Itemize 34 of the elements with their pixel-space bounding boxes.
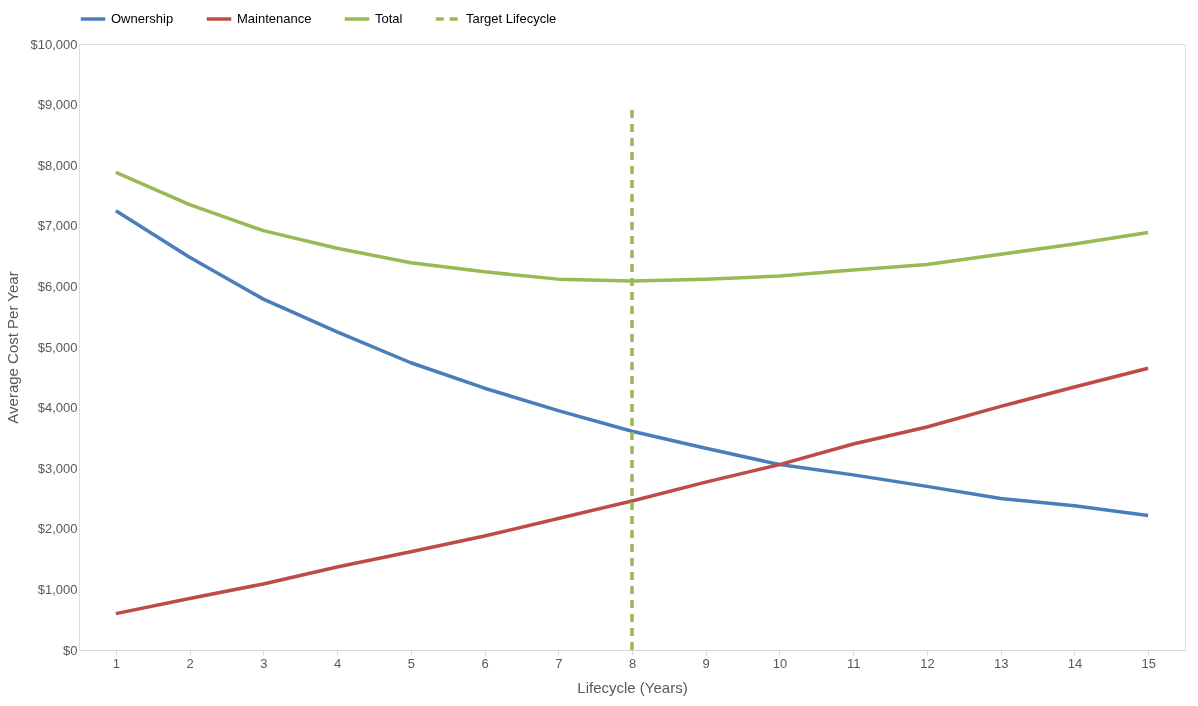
- x-tick-label: 14: [1067, 655, 1083, 671]
- y-tick-label: $9,000: [37, 97, 78, 113]
- x-axis-title: Lifecycle (Years): [577, 678, 688, 696]
- x-tick-label: 12: [920, 655, 935, 671]
- x-tick-label: 8: [628, 655, 637, 671]
- legend-label: Target Lifecycle: [466, 11, 557, 26]
- x-tick-label: 11: [846, 655, 861, 671]
- x-tick-label: 1: [112, 655, 120, 671]
- line-series: [114, 366, 1150, 616]
- legend-label: Total: [375, 11, 403, 26]
- x-tick-label: 10: [772, 655, 788, 671]
- legend-label: Maintenance: [237, 11, 312, 26]
- x-tick-label: 9: [702, 655, 710, 671]
- y-tick-label: $7,000: [37, 218, 78, 234]
- y-tick-label: $2,000: [37, 521, 78, 537]
- y-tick-label: $0: [63, 642, 78, 658]
- x-tick-label: 2: [186, 655, 194, 671]
- y-tick-label: $5,000: [37, 339, 78, 355]
- x-tick-label: 15: [1141, 655, 1156, 671]
- y-tick-label: $6,000: [37, 278, 78, 294]
- x-tick-label: 13: [993, 655, 1009, 671]
- legend-label: Ownership: [111, 11, 174, 26]
- y-tick-label: $4,000: [37, 400, 78, 416]
- line-series: [114, 208, 1150, 518]
- y-tick-label: $3,000: [37, 460, 78, 476]
- x-tick-label: 4: [333, 655, 342, 671]
- x-tick-label: 7: [555, 655, 563, 671]
- x-tick-label: 3: [260, 655, 268, 671]
- y-tick-label: $1,000: [37, 581, 78, 597]
- y-tick-label: $8,000: [37, 157, 78, 173]
- y-axis-title: Average Cost Per Year: [3, 271, 21, 424]
- y-tick-label: $10,000: [30, 36, 78, 52]
- x-tick-label: 6: [481, 655, 489, 671]
- x-tick-label: 5: [407, 655, 415, 671]
